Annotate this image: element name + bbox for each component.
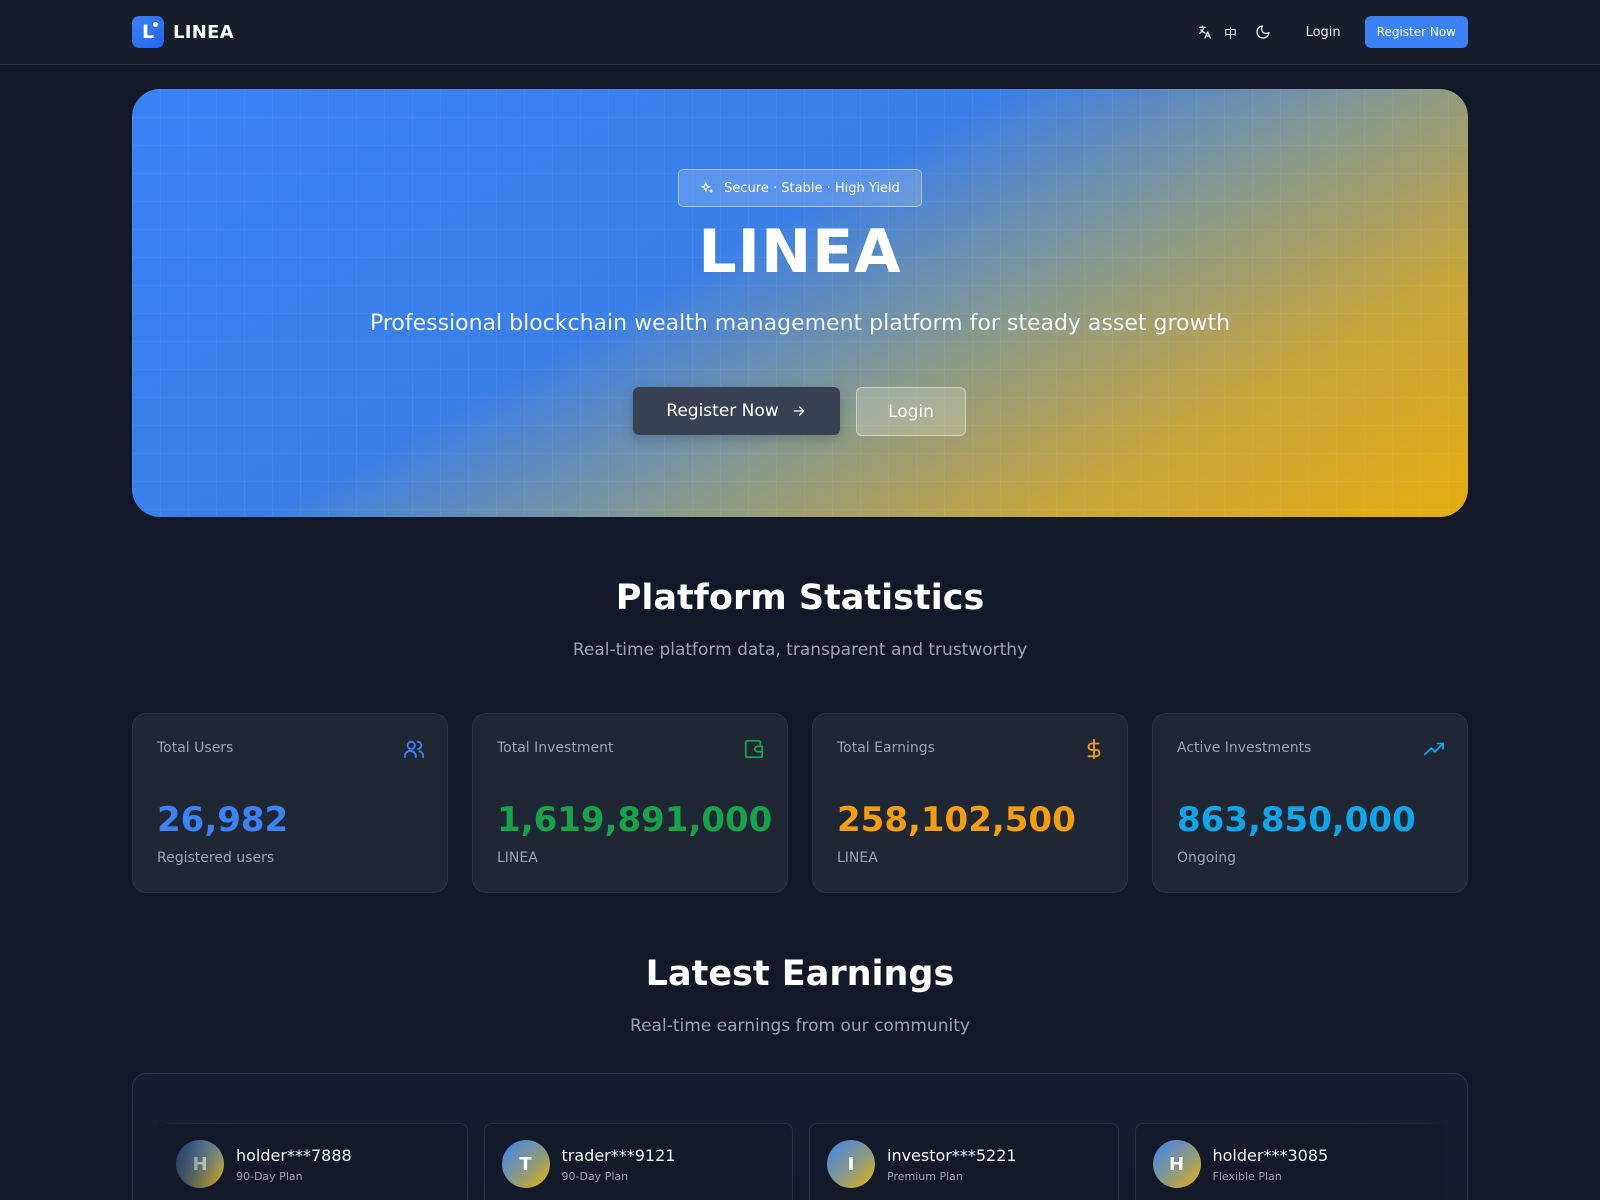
earning-user: holder***3085 [1212,1146,1329,1165]
earning-item: H holder***3085 Flexible Plan [1134,1123,1444,1200]
earning-plan: Flexible Plan [1212,1170,1282,1183]
stat-caption: Ongoing [1177,850,1236,866]
brand-name: LINEA [173,21,234,43]
users-icon [403,740,425,759]
earning-plan: 90-Day Plan [236,1170,303,1183]
logo-dot [153,22,158,27]
stat-card-total-users: Total Users 26,982 Registered users [132,713,448,893]
stat-label: Total Earnings [837,740,935,756]
avatar: H [176,1140,224,1188]
hero-subtitle: Professional blockchain wealth managemen… [369,311,1231,336]
arrow-right-icon [793,406,805,416]
stat-label: Total Users [157,740,234,756]
earning-plan: 90-Day Plan [561,1170,629,1183]
hero-badge-text: Secure · Stable · High Yield [724,180,900,196]
stats-grid: Total Users 26,982 Registered users Tota… [132,713,1468,893]
stat-value: 258,102,500 [837,800,1076,840]
hero-grid-pattern [132,89,1468,517]
header-actions: 中 Login Register Now [1192,16,1468,48]
logo-letter: L [141,21,155,43]
language-toggle-button[interactable]: 中 [1224,26,1238,42]
earning-plan: Premium Plan [887,1170,963,1183]
stat-value: 26,982 [157,800,289,840]
earnings-section-subtitle: Real-time earnings from our community [630,1016,970,1036]
hero-register-button[interactable]: Register Now [633,387,840,435]
stats-section-title: Platform Statistics [615,578,985,618]
top-navbar: L LINEA 中 Login Register Now [0,0,1600,65]
stat-card-total-investment: Total Investment 1,619,891,000 LINEA [472,713,788,893]
hero-login-button[interactable]: Login [856,387,966,436]
avatar: H [1152,1140,1201,1188]
header-register-button[interactable]: Register Now [1364,16,1468,48]
stats-section-subtitle: Real-time platform data, transparent and… [572,640,1028,660]
hero-banner: Secure · Stable · High Yield LINEA Profe… [132,89,1468,517]
earnings-section-title: Latest Earnings [645,954,955,994]
earnings-ticker: H holder***7888 90-Day Plan T trader***9… [158,1123,1444,1200]
stat-caption: LINEA [497,850,538,866]
stat-value: 1,619,891,000 [497,800,773,840]
logo-mark: L [132,16,164,48]
stat-card-total-earnings: Total Earnings 258,102,500 LINEA [812,713,1128,893]
earning-item: I investor***5221 Premium Plan [809,1123,1119,1200]
stat-label: Total Investment [497,740,614,756]
earning-user: trader***9121 [561,1146,676,1165]
stat-caption: LINEA [837,850,878,866]
brand-logo[interactable]: L LINEA [132,16,234,48]
earning-item: T trader***9121 90-Day Plan [483,1123,793,1200]
trending-up-icon [1423,742,1445,756]
translate-icon[interactable] [1192,16,1218,48]
earning-item: H holder***7888 90-Day Plan [158,1123,468,1200]
stat-value: 863,850,000 [1177,800,1416,840]
sparkles-icon [701,182,714,193]
stat-label: Active Investments [1177,740,1312,756]
hero-register-label: Register Now [666,401,779,421]
stat-caption: Registered users [157,850,275,866]
earning-user: investor***5221 [887,1146,1017,1165]
stat-card-active-investments: Active Investments 863,850,000 Ongoing [1152,713,1468,893]
avatar: I [827,1140,875,1188]
dollar-icon [1087,738,1101,760]
hero-badge: Secure · Stable · High Yield [678,169,922,207]
hero-title: LINEA [698,217,902,287]
moon-icon[interactable] [1250,16,1276,48]
earning-user: holder***7888 [236,1146,352,1165]
wallet-icon [744,739,764,759]
avatar: T [501,1140,550,1188]
earnings-panel: H holder***7888 90-Day Plan T trader***9… [132,1073,1468,1200]
header-login-link[interactable]: Login [1305,24,1341,40]
